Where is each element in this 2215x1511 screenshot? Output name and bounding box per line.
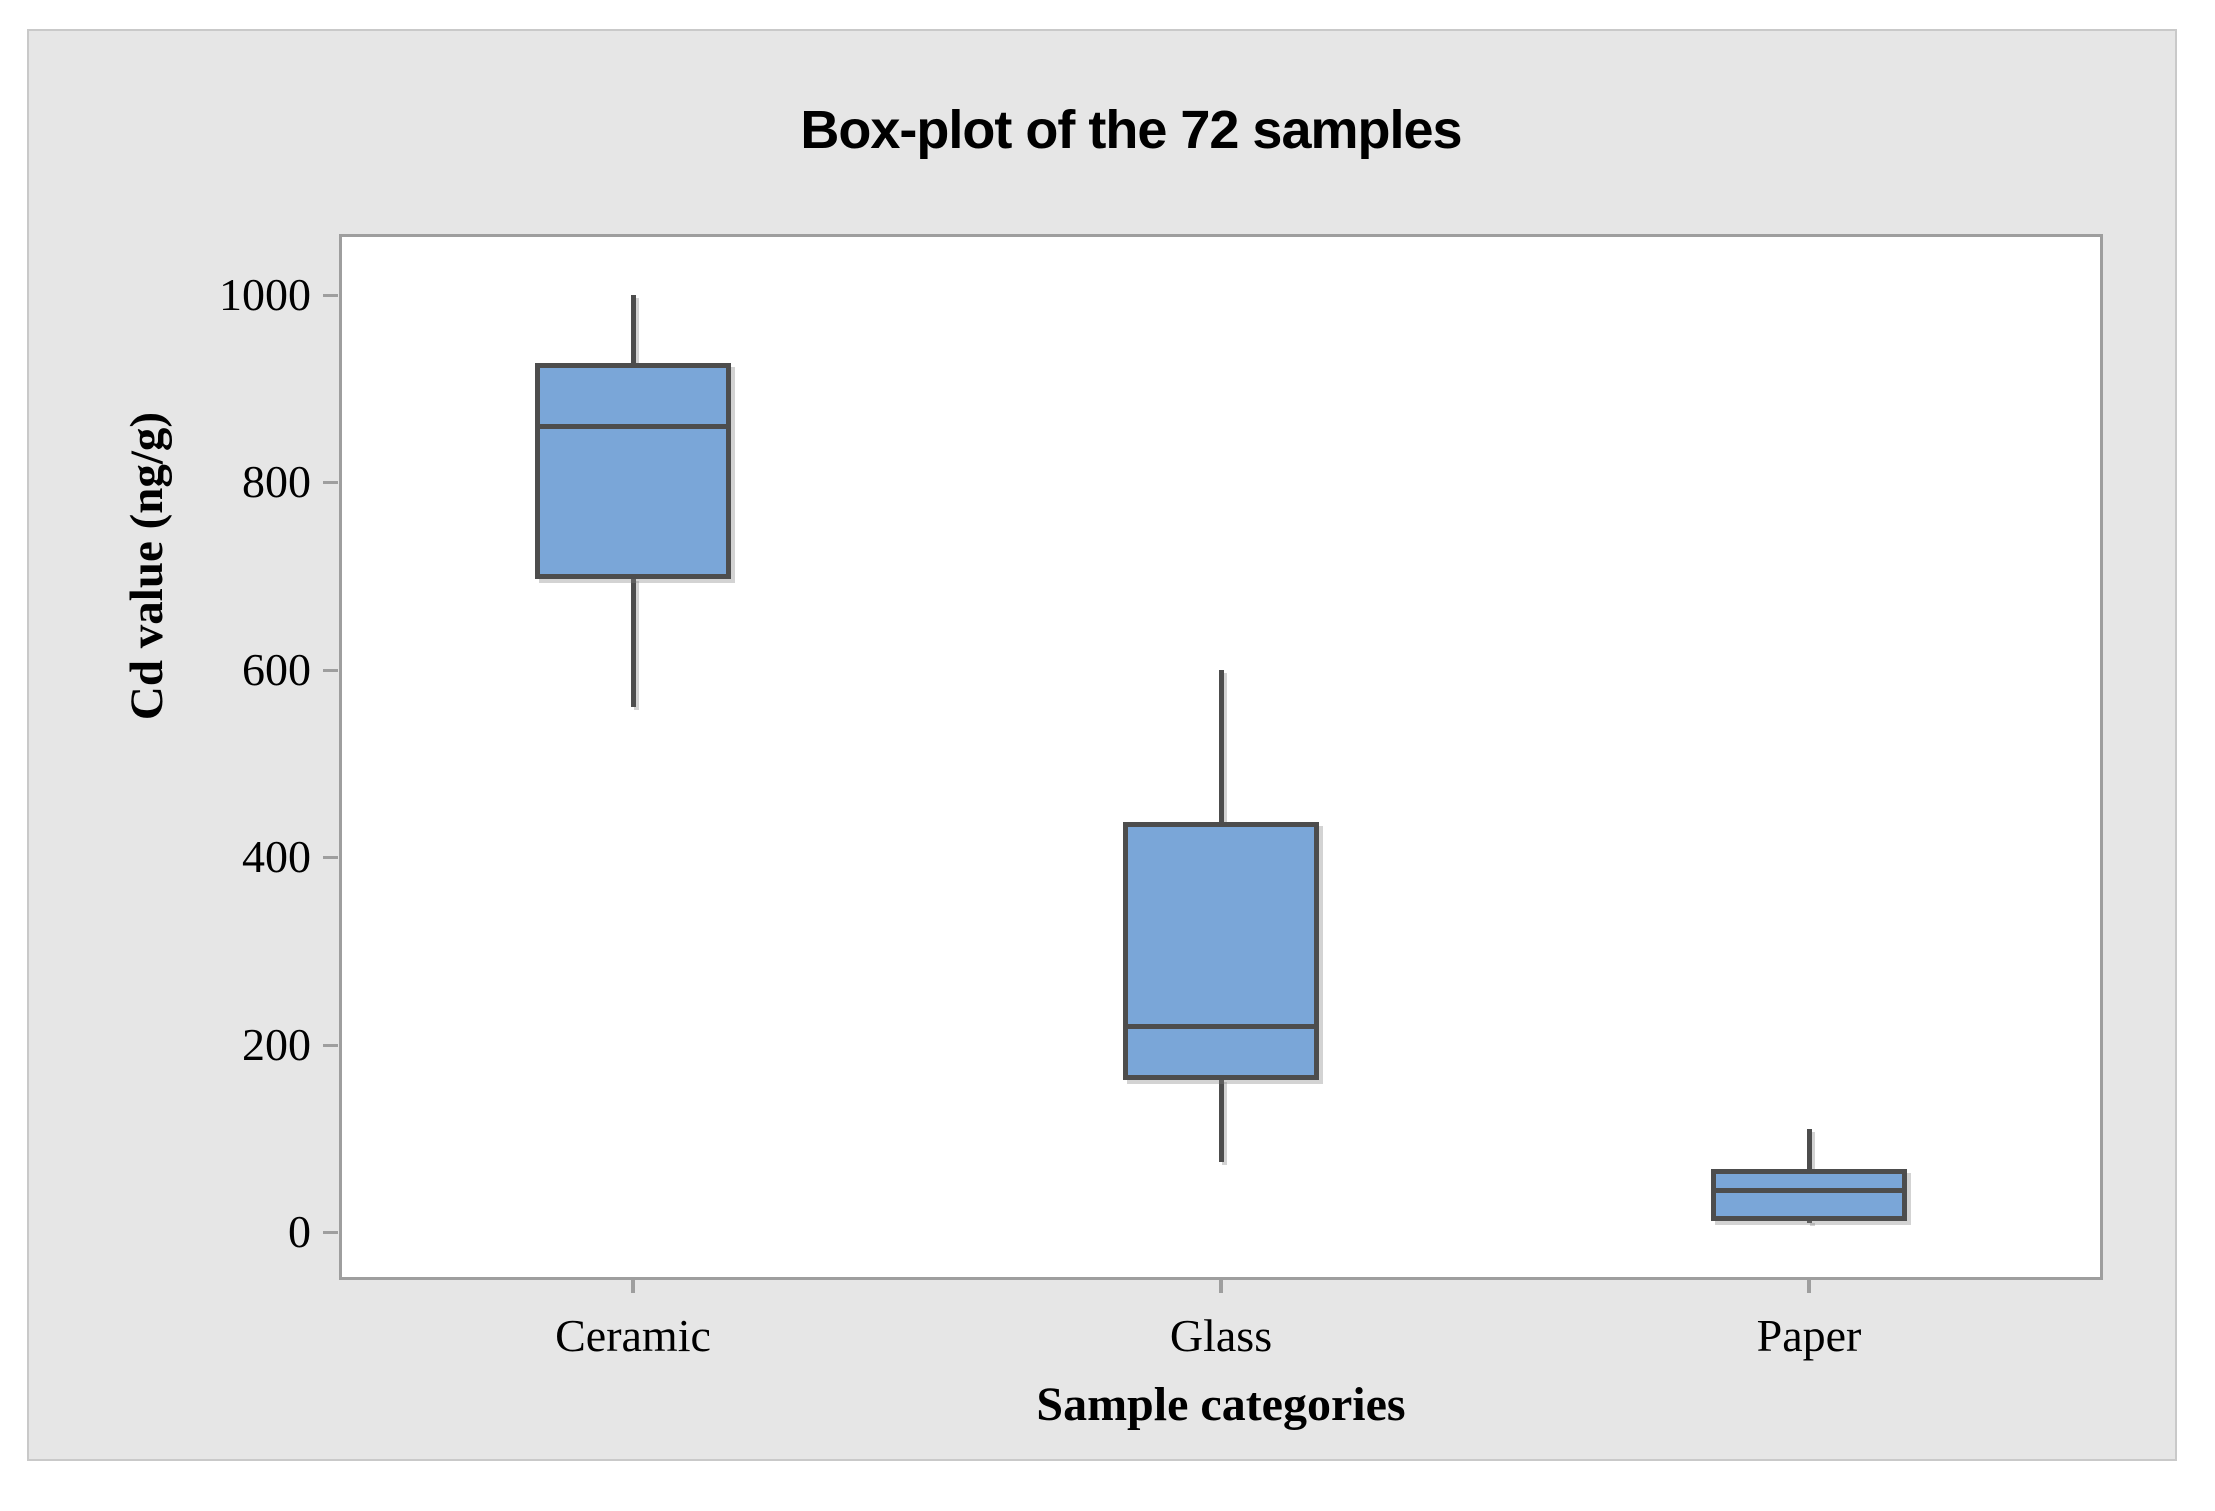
x-axis-title: Sample categories	[1036, 1378, 1406, 1431]
upper-whisker-ceramic	[631, 295, 636, 363]
y-tick-label: 200	[242, 1019, 311, 1070]
category-label-glass: Glass	[1169, 1310, 1273, 1361]
y-tick	[323, 481, 338, 484]
chart-title: Box-plot of the 72 samples	[800, 100, 1462, 160]
median-line-glass	[1128, 1024, 1314, 1029]
lower-whisker-glass	[1219, 1079, 1224, 1162]
box-ceramic	[535, 363, 731, 579]
y-tick-label: 400	[242, 831, 311, 882]
median-line-paper	[1716, 1188, 1902, 1193]
y-tick	[323, 669, 338, 672]
lower-whisker-paper	[1807, 1220, 1812, 1223]
y-tick-label: 1000	[219, 269, 311, 320]
x-tick	[1807, 1280, 1811, 1293]
lower-whisker-ceramic	[631, 578, 636, 707]
x-tick	[631, 1280, 635, 1293]
upper-whisker-glass	[1219, 670, 1224, 822]
y-tick	[323, 1231, 338, 1234]
y-tick	[323, 856, 338, 859]
category-label-paper: Paper	[1756, 1310, 1862, 1361]
y-tick-label: 0	[288, 1206, 311, 1257]
upper-whisker-paper	[1807, 1129, 1812, 1169]
y-tick-label: 600	[242, 644, 311, 695]
category-label-ceramic: Ceramic	[555, 1310, 711, 1361]
chart-figure: Box-plot of the 72 samples Cd value (ng/…	[27, 29, 2177, 1461]
y-tick	[323, 1044, 338, 1047]
y-tick	[323, 294, 338, 297]
x-tick	[1219, 1280, 1223, 1293]
median-line-ceramic	[540, 424, 726, 429]
box-glass	[1123, 822, 1319, 1080]
box-paper	[1711, 1169, 1907, 1221]
y-tick-label: 800	[242, 456, 311, 507]
